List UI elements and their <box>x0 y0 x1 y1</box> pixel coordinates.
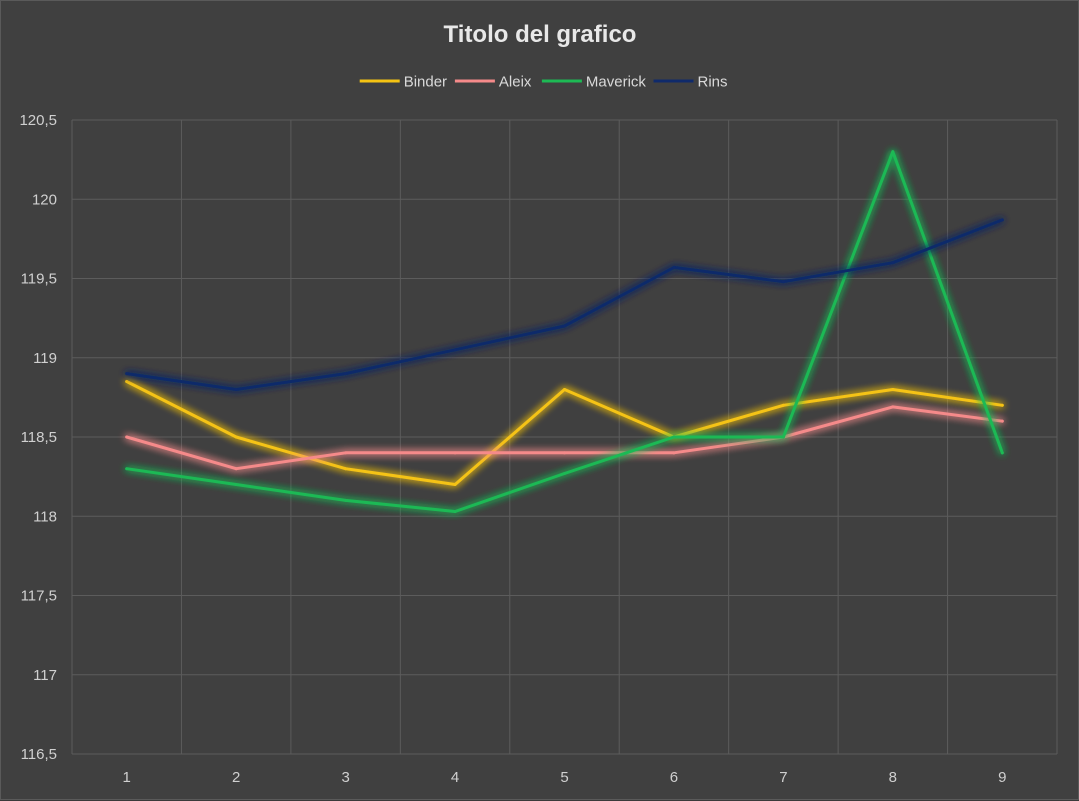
data-point-rins <box>781 280 785 284</box>
data-point-rins <box>125 372 129 376</box>
data-point-binder <box>781 403 785 407</box>
data-point-maverick <box>344 498 348 502</box>
x-tick-label: 7 <box>779 769 787 786</box>
series-lines <box>125 150 1004 513</box>
data-point-maverick <box>891 150 895 154</box>
x-tick-label: 9 <box>998 769 1006 786</box>
series-line-aleix <box>125 405 1004 471</box>
data-point-maverick <box>1000 451 1004 455</box>
y-tick-label: 116,5 <box>21 746 57 763</box>
data-point-rins <box>891 261 895 265</box>
data-point-binder <box>234 435 238 439</box>
data-point-binder <box>1000 403 1004 407</box>
data-point-rins <box>234 387 238 391</box>
y-tick-label: 117,5 <box>21 588 57 605</box>
x-tick-label: 8 <box>889 769 897 786</box>
y-tick-label: 120,5 <box>19 112 57 129</box>
series-line-maverick <box>125 150 1004 513</box>
legend-label-aleix: Aleix <box>499 74 532 91</box>
data-point-maverick <box>453 509 457 513</box>
data-point-rins <box>1000 218 1004 222</box>
data-point-maverick <box>563 471 566 475</box>
y-tick-label: 118,5 <box>21 429 57 446</box>
series-line-binder <box>125 380 1004 486</box>
legend-item-binder: Binder <box>359 74 447 91</box>
y-tick-label: 117 <box>33 667 57 684</box>
y-axis-ticks: 116,5 117 117,5 118 118,5 119 119,5 120 120,5 <box>19 112 57 763</box>
data-point-rins <box>563 324 566 328</box>
x-tick-label: 2 <box>232 769 240 786</box>
data-point-aleix <box>453 451 457 455</box>
legend-item-aleix: Aleix <box>454 74 532 91</box>
data-point-maverick <box>672 435 676 439</box>
grid <box>71 119 1058 755</box>
legend-label-binder: Binder <box>404 74 447 91</box>
legend-label-maverick: Maverick <box>586 74 647 91</box>
data-point-aleix <box>234 467 238 471</box>
y-tick-label: 119 <box>33 350 57 367</box>
y-tick-label: 118 <box>33 508 57 525</box>
data-point-rins <box>453 348 457 352</box>
data-point-maverick <box>234 483 238 487</box>
y-tick-label: 120 <box>32 191 57 208</box>
data-point-binder <box>563 387 566 391</box>
data-point-maverick <box>781 435 785 439</box>
data-point-aleix <box>891 405 895 409</box>
data-point-rins <box>672 265 676 269</box>
data-point-binder <box>891 387 895 391</box>
x-tick-label: 6 <box>670 769 678 786</box>
x-axis-ticks: 1 2 3 4 5 6 7 8 9 <box>123 769 1007 786</box>
data-point-aleix <box>1000 419 1004 423</box>
legend-item-rins: Rins <box>653 74 728 91</box>
data-point-binder <box>453 483 457 487</box>
y-tick-label: 119,5 <box>21 271 57 288</box>
data-point-maverick <box>125 467 129 471</box>
series-line-rins <box>125 218 1004 391</box>
x-tick-label: 4 <box>451 769 459 786</box>
data-point-binder <box>125 380 129 384</box>
legend-item-maverick: Maverick <box>541 74 647 91</box>
data-point-aleix <box>344 451 348 455</box>
data-point-aleix <box>563 451 566 455</box>
data-point-aleix <box>672 451 676 455</box>
x-tick-label: 1 <box>123 769 131 786</box>
x-tick-label: 5 <box>560 769 568 786</box>
data-point-binder <box>344 467 348 471</box>
x-tick-label: 3 <box>341 769 349 786</box>
legend: Binder Aleix Maverick Rins <box>359 74 728 91</box>
chart-title: Titolo del grafico <box>444 21 637 48</box>
data-point-aleix <box>125 435 129 439</box>
legend-label-rins: Rins <box>698 74 728 91</box>
data-point-rins <box>344 372 348 376</box>
